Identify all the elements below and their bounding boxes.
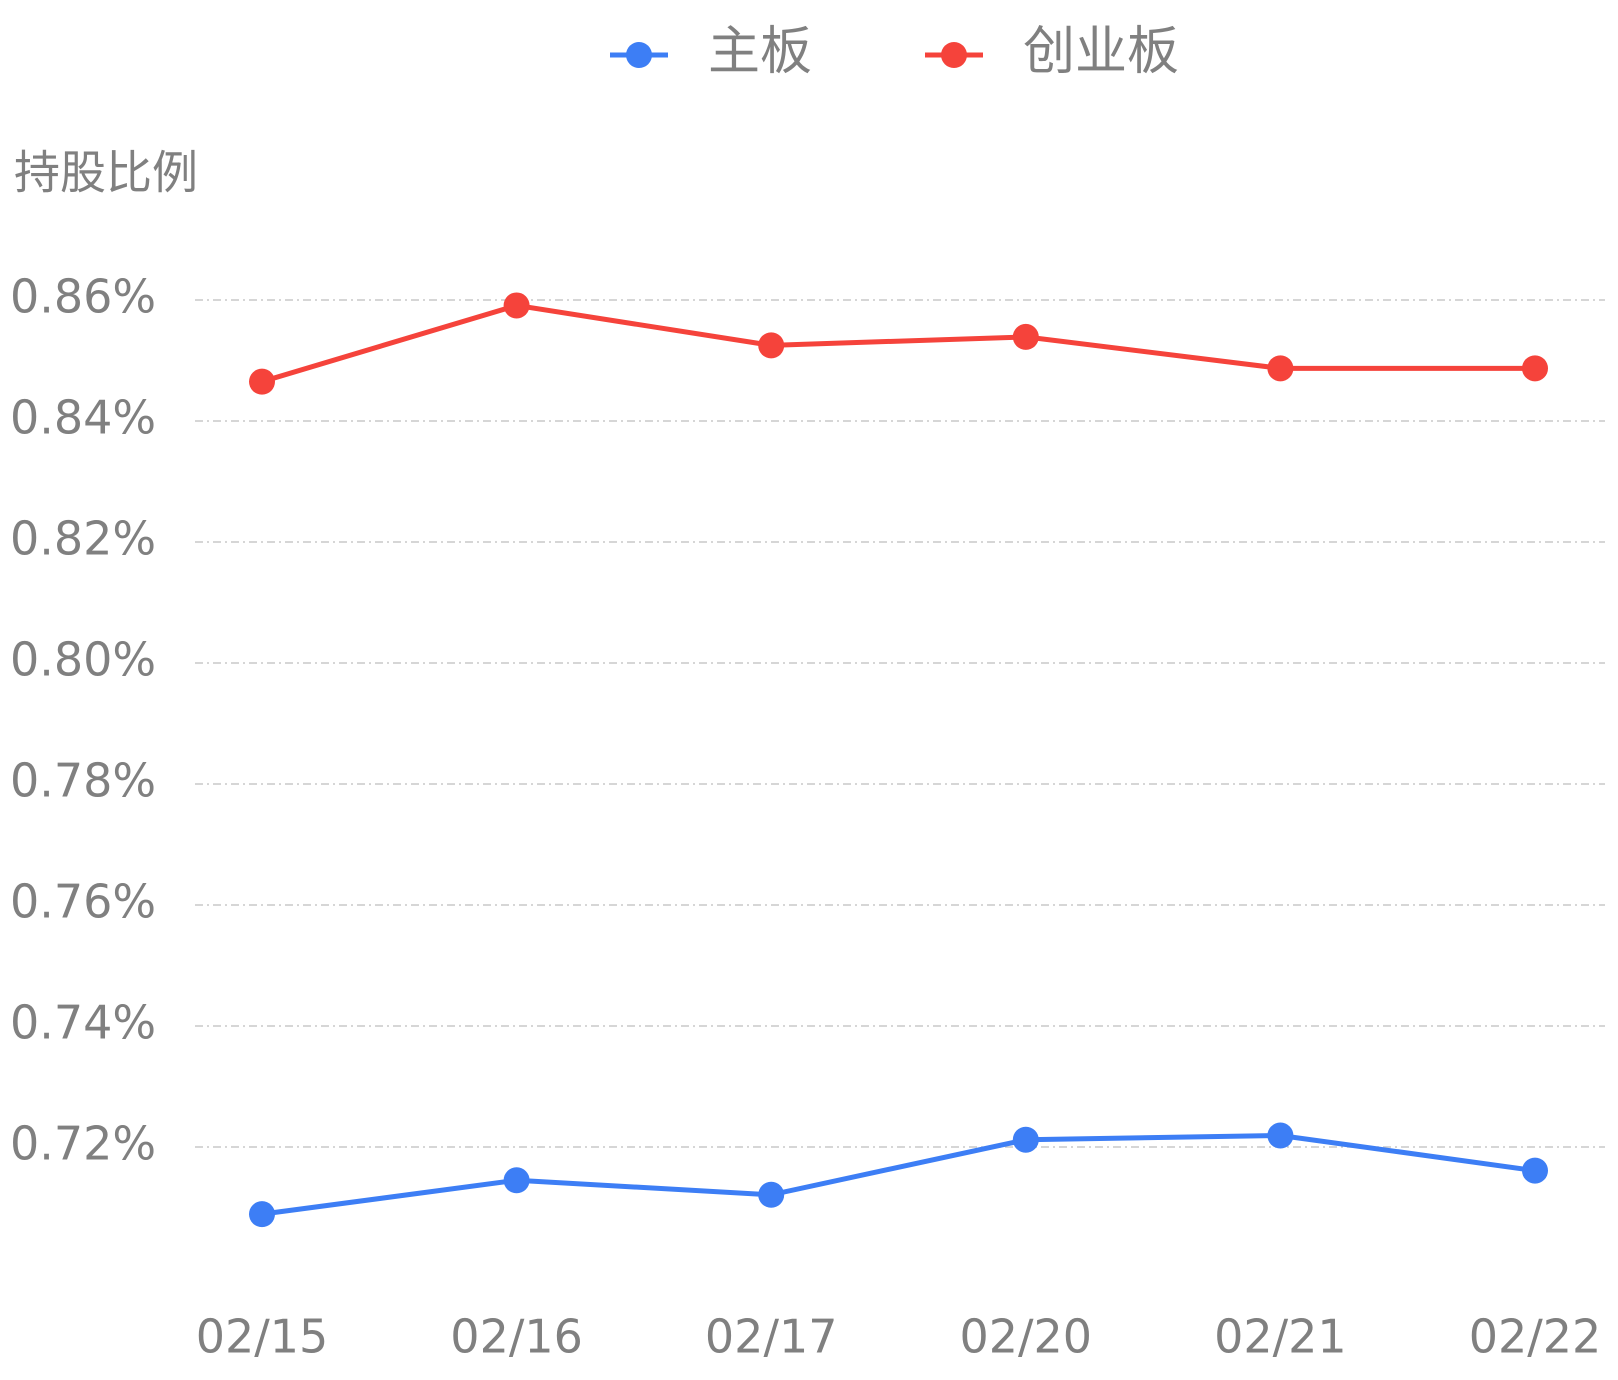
y-tick-label: 0.72%	[10, 1117, 156, 1171]
y-axis-title: 持股比例	[14, 146, 198, 200]
data-point	[1012, 323, 1039, 350]
data-point	[1267, 1122, 1294, 1149]
legend-marker	[626, 42, 652, 68]
data-point	[1012, 1126, 1039, 1153]
y-tick-label: 0.80%	[10, 633, 156, 687]
y-tick-label: 0.76%	[10, 875, 156, 929]
x-tick-label: 02/15	[196, 1310, 329, 1364]
x-tick-label: 02/17	[705, 1310, 838, 1364]
y-tick-label: 0.86%	[10, 270, 156, 324]
data-point	[249, 1201, 275, 1228]
data-point	[503, 292, 530, 319]
data-point	[249, 368, 275, 395]
series-line	[261, 1133, 1536, 1217]
y-tick-label: 0.74%	[10, 996, 156, 1050]
series-line	[261, 302, 1535, 385]
y-tick-label: 0.82%	[10, 512, 156, 566]
data-point	[503, 1167, 530, 1194]
data-point	[1522, 355, 1548, 382]
x-tick-label: 02/21	[1214, 1310, 1347, 1364]
data-point	[1267, 355, 1294, 382]
y-tick-label: 0.78%	[10, 754, 156, 808]
data-point	[1522, 1157, 1548, 1184]
x-tick-label: 02/16	[450, 1310, 583, 1364]
x-tick-label: 02/20	[960, 1310, 1093, 1364]
x-tick-label: 02/22	[1469, 1310, 1602, 1364]
y-tick-label: 0.84%	[10, 391, 156, 445]
legend-marker	[941, 42, 967, 68]
legend-label: 主板	[708, 22, 812, 82]
data-point	[758, 1181, 785, 1208]
data-point	[758, 332, 785, 359]
legend-label: 创业板	[1023, 22, 1179, 82]
